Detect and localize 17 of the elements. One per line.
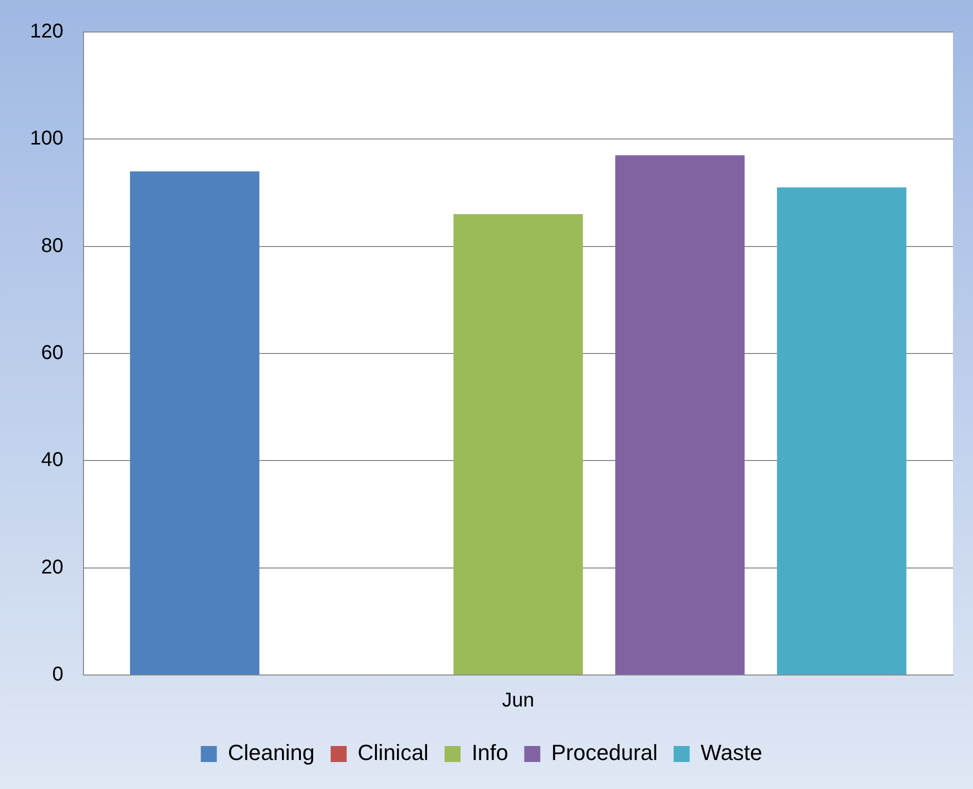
- y-tick-label: 120: [30, 20, 64, 43]
- y-tick-label: 20: [41, 556, 64, 578]
- y-tick-label: 100: [30, 128, 64, 150]
- legend-label: Info: [472, 740, 508, 766]
- y-tick-label: 60: [41, 342, 64, 364]
- legend-label: Clinical: [358, 740, 429, 766]
- y-tick-label: 40: [41, 449, 64, 472]
- bar: [130, 171, 260, 674]
- bar: [615, 155, 745, 674]
- bar: [776, 187, 906, 674]
- legend-label: Procedural: [551, 740, 658, 766]
- y-tick-label: 80: [41, 234, 64, 257]
- y-tick-label: 0: [52, 664, 64, 686]
- x-tick-label: Jun: [502, 690, 534, 712]
- bar: [453, 214, 583, 674]
- legend-label: Cleaning: [228, 740, 315, 766]
- legend-label: Waste: [700, 740, 762, 766]
